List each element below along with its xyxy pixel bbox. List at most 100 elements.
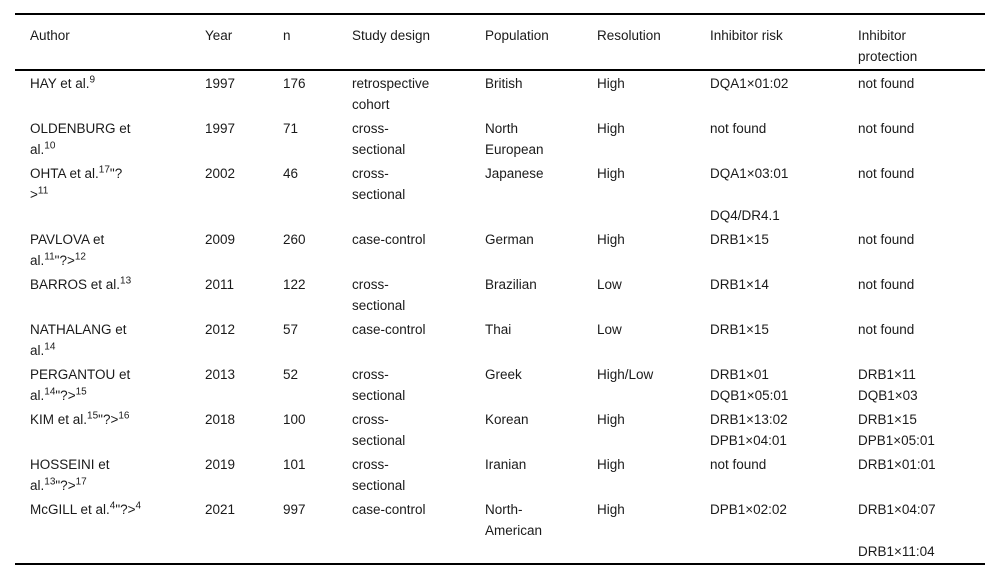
cell-year: 2013 (205, 367, 236, 382)
cell-design: case-control (352, 322, 426, 337)
table-row: KIM et al.15"?>16 2018 100 cross-sectional K… (15, 407, 985, 452)
cell-population: Brazilian (485, 277, 537, 292)
cell-design: cross-sectional (352, 367, 406, 403)
cell-author: PAVLOVA et al.11"?>12 (30, 232, 105, 268)
cell-n: 57 (283, 322, 299, 337)
cell-resolution: Low (597, 322, 622, 337)
cell-n: 52 (283, 367, 299, 382)
column-header-population: Population (485, 14, 597, 71)
cell-year: 1997 (205, 76, 236, 91)
cell-year: 2019 (205, 457, 236, 472)
header-row: Author Year n Study design Population Resolut… (15, 14, 985, 71)
table-row: BARROS et al.13 2011 122 cross-sectional Bra… (15, 272, 985, 317)
cell-protection: DRB1×01:01 (858, 457, 936, 472)
cell-n: 176 (283, 76, 306, 91)
cell-design: cross-sectional (352, 457, 406, 493)
cell-resolution: High (597, 121, 625, 136)
column-header-n: n (283, 14, 352, 71)
cell-protection: DRB1×04:07 DRB1×11:04 (858, 502, 936, 559)
cell-design: case-control (352, 232, 426, 247)
cell-author: NATHALANG et al.14 (30, 322, 127, 358)
cell-population: German (485, 232, 534, 247)
cell-n: 997 (283, 502, 306, 517)
cell-resolution: High (597, 76, 625, 91)
cell-design: cross-sectional (352, 121, 406, 157)
cell-resolution: High/Low (597, 367, 654, 382)
table-row: McGILL et al.4"?>4 2021 997 case-control Nor… (15, 497, 985, 564)
column-header-protection: Inhibitor protection (858, 14, 985, 71)
cell-author: McGILL et al.4"?>4 (30, 500, 142, 517)
cell-risk: DPB1×02:02 (710, 502, 787, 517)
cell-risk: not found (710, 457, 767, 472)
table-body: HAY et al.9 1997 176 retrospective cohort Bri… (15, 70, 985, 564)
table-row: PERGANTOU et al.14"?>15 2013 52 cross-sectio… (15, 362, 985, 407)
column-header-year: Year (205, 14, 283, 71)
cell-author: OLDENBURG et al.10 (30, 121, 131, 157)
cell-year: 2009 (205, 232, 236, 247)
cell-population: Greek (485, 367, 522, 382)
cell-risk: DQA1×01:02 (710, 76, 789, 91)
cell-protection: not found (858, 121, 915, 136)
cell-protection: DRB1×15 DPB1×05:01 (858, 412, 935, 448)
cell-population: British (485, 76, 523, 91)
cell-n: 101 (283, 457, 306, 472)
column-header-design: Study design (352, 14, 485, 71)
cell-year: 2018 (205, 412, 236, 427)
cell-author: PERGANTOU et al.14"?>15 (30, 367, 131, 403)
column-header-risk: Inhibitor risk (710, 14, 858, 71)
cell-author: HAY et al.9 (30, 74, 96, 91)
cell-population: North European (485, 121, 544, 157)
table-row: HOSSEINI et al.13"?>17 2019 101 cross-sectio… (15, 452, 985, 497)
cell-protection: not found (858, 166, 915, 181)
column-header-resolution: Resolution (597, 14, 710, 71)
table-row: OHTA et al.17"? >11 2002 46 cross-sectional J… (15, 161, 985, 227)
cell-population: Korean (485, 412, 529, 427)
cell-n: 122 (283, 277, 306, 292)
table-header: Author Year n Study design Population Resolut… (15, 14, 985, 71)
cell-risk: DRB1×15 (710, 232, 769, 247)
cell-author: KIM et al.15"?>16 (30, 410, 130, 427)
cell-design: case-control (352, 502, 426, 517)
cell-risk: DRB1×01 DQB1×05:01 (710, 367, 789, 403)
cell-population: Iranian (485, 457, 527, 472)
cell-author: OHTA et al.17"? >11 (30, 164, 123, 202)
cell-population: Thai (485, 322, 512, 337)
cell-protection: not found (858, 277, 915, 292)
cell-design: retrospective cohort (352, 76, 430, 112)
cell-year: 1997 (205, 121, 236, 136)
table-row: OLDENBURG et al.10 1997 71 cross-sectional No… (15, 116, 985, 161)
table-row: PAVLOVA et al.11"?>12 2009 260 case-control G… (15, 227, 985, 272)
cell-risk: not found (710, 121, 767, 136)
cell-year: 2002 (205, 166, 236, 181)
cell-population: Japanese (485, 166, 544, 181)
column-header-author: Author (15, 14, 205, 71)
cell-resolution: High (597, 232, 625, 247)
cell-risk: DQA1×03:01 DQ4/DR4.1 (710, 166, 789, 223)
cell-risk: DRB1×15 (710, 322, 769, 337)
cell-risk: DRB1×14 (710, 277, 769, 292)
cell-n: 260 (283, 232, 306, 247)
cell-population: North- American (485, 502, 543, 538)
cell-year: 2012 (205, 322, 236, 337)
cell-n: 100 (283, 412, 306, 427)
cell-year: 2011 (205, 277, 235, 292)
cell-protection: not found (858, 76, 915, 91)
cell-protection: DRB1×11 DQB1×03 (858, 367, 918, 403)
cell-n: 46 (283, 166, 299, 181)
cell-resolution: High (597, 412, 625, 427)
study-table: Author Year n Study design Population Resolut… (15, 13, 985, 565)
cell-resolution: High (597, 502, 625, 517)
table-row: NATHALANG et al.14 2012 57 case-control Thai L… (15, 317, 985, 362)
cell-protection: not found (858, 322, 915, 337)
cell-author: HOSSEINI et al.13"?>17 (30, 457, 110, 493)
cell-n: 71 (283, 121, 299, 136)
cell-protection: not found (858, 232, 915, 247)
cell-year: 2021 (205, 502, 236, 517)
cell-risk: DRB1×13:02 DPB1×04:01 (710, 412, 788, 448)
cell-resolution: Low (597, 277, 622, 292)
cell-design: cross-sectional (352, 277, 406, 313)
table-row: HAY et al.9 1997 176 retrospective cohort Bri… (15, 70, 985, 116)
cell-design: cross-sectional (352, 166, 406, 202)
cell-resolution: High (597, 457, 625, 472)
